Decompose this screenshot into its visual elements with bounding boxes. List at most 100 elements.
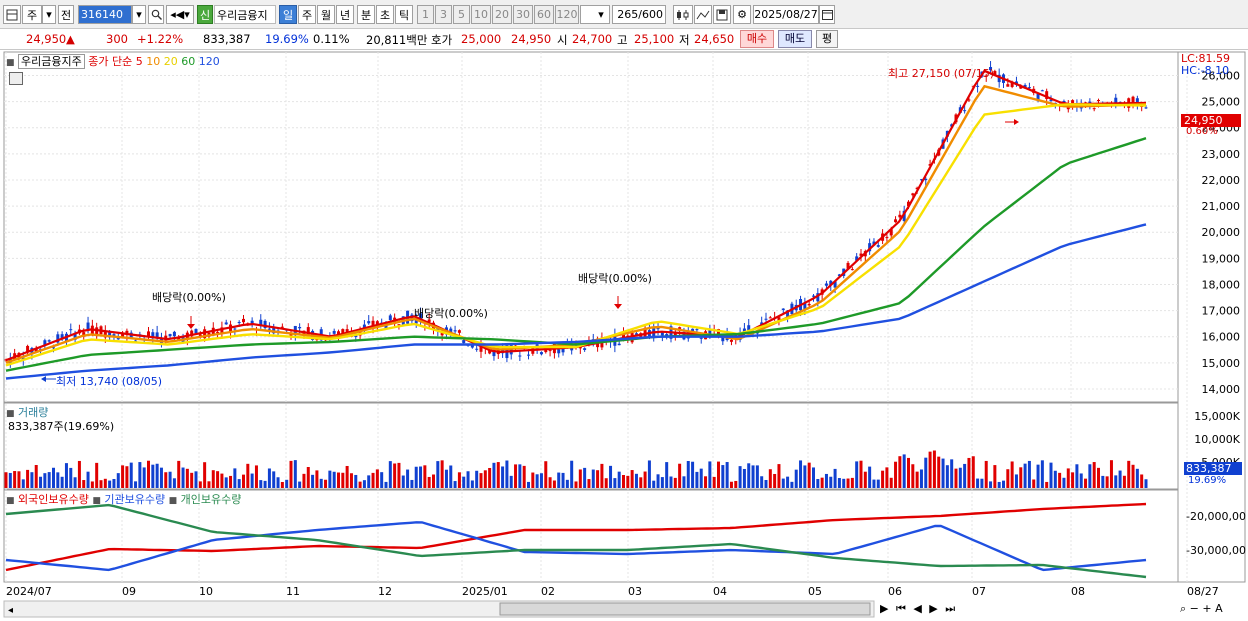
period-tick-tab[interactable]: 틱 — [395, 5, 413, 24]
period-month-tab[interactable]: 월 — [317, 5, 335, 24]
search-icon[interactable] — [148, 5, 164, 24]
x-tick-label: 09 — [122, 585, 136, 598]
volume-bar — [436, 461, 440, 488]
volume-bar — [682, 476, 686, 488]
volume-bar — [755, 465, 759, 488]
candle-body — [1144, 107, 1148, 109]
date-input[interactable]: 2025/08/27 — [753, 5, 819, 24]
volume-bar — [894, 461, 898, 488]
evaluate-button[interactable]: 평 — [816, 30, 838, 48]
interval-3[interactable]: 3 — [435, 5, 452, 24]
period-second-tab[interactable]: 초 — [376, 5, 394, 24]
volume-bar — [1014, 474, 1018, 488]
candle-body — [1045, 91, 1049, 99]
foreign-legend: 외국인보유수량 — [18, 493, 89, 506]
interval-20[interactable]: 20 — [492, 5, 512, 24]
count-input[interactable]: 265/600 — [612, 5, 666, 24]
save-icon[interactable] — [713, 5, 731, 24]
price-tick-label: 15,000 — [1202, 357, 1241, 370]
chart-nav-buttons[interactable]: ▶ ⏮ ◀ ▶ ⏭ — [880, 602, 958, 615]
code-dropdown-icon[interactable]: ▾ — [132, 5, 146, 24]
zoom-in-icon[interactable]: + — [1202, 602, 1212, 615]
candle-body — [1049, 99, 1053, 102]
volume-bar — [112, 478, 116, 488]
volume-bar — [194, 471, 198, 488]
interval-60[interactable]: 60 — [534, 5, 554, 24]
volume-bar — [902, 454, 906, 488]
max-price-annotation: 최고 27,150 (07/15) — [888, 67, 995, 80]
period-week-button[interactable]: 주 — [22, 5, 42, 24]
x-tick-label: 07 — [972, 585, 986, 598]
volume-bar — [729, 481, 733, 488]
volume-bar — [220, 473, 224, 488]
auto-scale-icon[interactable]: A — [1215, 602, 1223, 615]
interval-5[interactable]: 5 — [453, 5, 470, 24]
grid-toggle-icon[interactable] — [9, 72, 23, 85]
volume-bar — [600, 463, 604, 488]
interval-10[interactable]: 10 — [471, 5, 491, 24]
interval-1[interactable]: 1 — [417, 5, 434, 24]
interval-120[interactable]: 120 — [555, 5, 579, 24]
buy-button[interactable]: 매수 — [740, 30, 774, 48]
stock-legend[interactable]: 우리금융지주 — [18, 54, 85, 69]
prev-button[interactable]: 전 — [58, 5, 74, 24]
period-year-tab[interactable]: 년 — [336, 5, 354, 24]
sound-icon[interactable]: ◂◀▾ — [166, 5, 194, 24]
line-tool-icon[interactable] — [694, 5, 712, 24]
search-icon[interactable]: ⌕ — [1180, 602, 1187, 615]
volume-bar — [915, 471, 919, 488]
volume-bar — [30, 472, 34, 488]
custom-interval-input[interactable] — [580, 5, 610, 24]
volume-bar — [846, 478, 850, 488]
x-tick-label: 06 — [888, 585, 902, 598]
volume-bar — [26, 469, 30, 488]
volume-bar — [397, 462, 401, 488]
zoom-out-icon[interactable]: − — [1189, 602, 1199, 615]
trade-amount: 20,811백만 — [366, 33, 428, 47]
candle-body — [812, 295, 815, 297]
period-day-button[interactable]: 일 — [279, 5, 297, 24]
candle-body — [267, 328, 271, 330]
gear-icon[interactable]: ⚙ — [733, 5, 751, 24]
x-tick-label: 10 — [199, 585, 213, 598]
interval-30[interactable]: 30 — [513, 5, 533, 24]
code-input[interactable]: 316140 — [78, 5, 132, 24]
dropdown-arrow-icon[interactable]: ▾ — [42, 5, 56, 24]
zoom-controls[interactable]: ⌕ − + A — [1180, 602, 1223, 616]
volume-bar — [21, 479, 25, 488]
x-tick-label: 03 — [628, 585, 642, 598]
stock-name: 우리금융지 — [214, 5, 276, 24]
current-price-tag: 24,950 — [1181, 114, 1241, 127]
candle-body — [358, 329, 362, 336]
candle-icon[interactable] — [673, 5, 693, 24]
candle-body — [885, 237, 889, 239]
sell-button[interactable]: 매도 — [778, 30, 812, 48]
volume-bar — [1023, 463, 1027, 488]
volume-bar — [911, 464, 915, 488]
candle-body — [928, 164, 932, 166]
volume-bar — [64, 463, 68, 488]
volume-bar — [738, 466, 742, 488]
volume-bar — [790, 481, 794, 488]
volume-bar — [216, 471, 220, 488]
calendar-icon[interactable] — [819, 5, 835, 24]
period-minute-tab[interactable]: 분 — [357, 5, 375, 24]
stock-chart[interactable]: 26,00025,00024,00023,00022,00021,00020,0… — [0, 50, 1248, 621]
volume-bar — [786, 476, 790, 488]
candle-body — [557, 349, 561, 354]
candle-body — [803, 303, 807, 310]
volume-bar — [159, 467, 163, 488]
volume-bar — [168, 471, 172, 488]
volume-bar — [505, 460, 509, 488]
volume-bar — [626, 475, 630, 488]
candle-body — [868, 243, 872, 252]
custom-interval-dropdown-icon[interactable]: ▾ — [598, 8, 604, 21]
holdings-tick-label: -30,000,00 — [1186, 544, 1246, 557]
volume-bar — [151, 464, 155, 488]
volume-bar — [609, 465, 613, 488]
layout-icon[interactable] — [3, 5, 21, 24]
volume-bar — [768, 469, 772, 488]
period-week-tab[interactable]: 주 — [298, 5, 316, 24]
x-tick-label: 05 — [808, 585, 822, 598]
change-percent: +1.22% — [137, 32, 184, 46]
